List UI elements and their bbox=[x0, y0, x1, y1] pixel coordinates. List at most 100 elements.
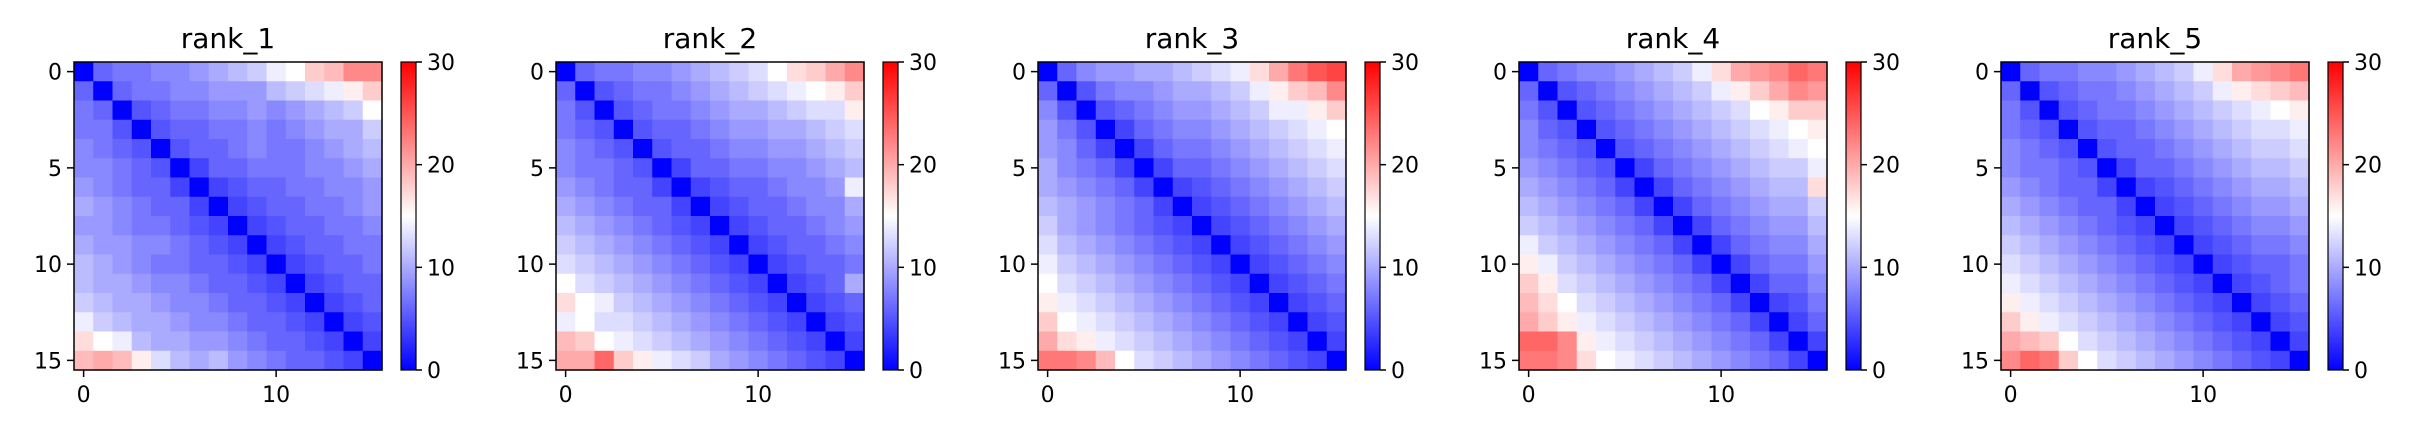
heatmap-cell bbox=[1769, 139, 1790, 159]
heatmap-cell bbox=[825, 158, 846, 179]
heatmap-cell bbox=[825, 293, 846, 313]
heatmap-cell bbox=[1057, 62, 1078, 82]
heatmap-cell bbox=[1538, 350, 1559, 371]
heatmap-cell bbox=[2289, 62, 2310, 82]
heatmap-cell bbox=[2193, 158, 2214, 179]
heatmap-cell bbox=[2212, 196, 2233, 217]
heatmap-cell bbox=[594, 81, 615, 102]
heatmap-cell bbox=[1750, 273, 1770, 294]
heatmap-cell bbox=[1076, 216, 1097, 236]
heatmap-cell bbox=[2135, 312, 2156, 333]
heatmap-cell bbox=[594, 177, 615, 198]
heatmap-cell bbox=[787, 254, 807, 275]
heatmap-cell bbox=[170, 196, 191, 217]
heatmap-cell bbox=[1249, 177, 1270, 198]
heatmap-cell bbox=[2001, 331, 2021, 352]
heatmap-cell bbox=[1615, 235, 1636, 256]
heatmap-cell bbox=[266, 62, 287, 82]
heatmap-cell bbox=[2232, 312, 2252, 333]
heatmap-cell bbox=[1172, 177, 1193, 198]
heatmap-cell bbox=[1538, 273, 1559, 294]
heatmap-cell bbox=[1673, 177, 1693, 198]
heatmap-cell bbox=[2289, 139, 2310, 159]
heatmap-cell bbox=[1115, 254, 1135, 275]
heatmap-cell bbox=[671, 100, 692, 121]
heatmap-cell bbox=[825, 177, 846, 198]
colorbar-tick-label: 30 bbox=[1872, 51, 1900, 76]
heatmap-cell bbox=[131, 312, 152, 333]
heatmap-cell bbox=[1307, 196, 1328, 217]
heatmap-cell bbox=[748, 62, 769, 82]
heatmap-cell bbox=[2001, 62, 2021, 82]
panel-rank_3: rank_3 0 5 10 15 0 10 0 10 20 30 bbox=[998, 22, 1419, 408]
heatmap-cell bbox=[844, 254, 865, 275]
heatmap-cell bbox=[1750, 235, 1770, 256]
heatmap-cell bbox=[2020, 196, 2041, 217]
heatmap-cell bbox=[2078, 81, 2098, 102]
heatmap-cell bbox=[266, 312, 287, 333]
heatmap-cell bbox=[343, 273, 364, 294]
heatmap-cell bbox=[748, 158, 769, 179]
heatmap-cell bbox=[2116, 119, 2137, 140]
heatmap-cell bbox=[247, 62, 268, 82]
heatmap-cell bbox=[2289, 100, 2310, 121]
heatmap-cell bbox=[1269, 216, 1289, 236]
heatmap-cell bbox=[2155, 293, 2175, 313]
heatmap-cell bbox=[633, 119, 653, 140]
heatmap-cell bbox=[324, 158, 345, 179]
heatmap-cell bbox=[825, 331, 846, 352]
heatmap-cell bbox=[1769, 158, 1790, 179]
heatmap-cell bbox=[2039, 196, 2060, 217]
heatmap-cell bbox=[1095, 273, 1116, 294]
heatmap-cell bbox=[1307, 100, 1328, 121]
heatmap-cell bbox=[1153, 254, 1174, 275]
heatmap-cell bbox=[2135, 100, 2156, 121]
x-tick-label: 0 bbox=[2004, 383, 2018, 408]
heatmap-cell bbox=[324, 216, 345, 236]
heatmap-cell bbox=[1653, 350, 1674, 371]
heatmap-cell bbox=[1788, 235, 1809, 256]
heatmap-cell bbox=[1076, 81, 1097, 102]
heatmap-cell bbox=[1288, 62, 1309, 82]
heatmap-cell bbox=[690, 177, 711, 198]
heatmap-cell bbox=[2039, 158, 2060, 179]
heatmap-cell bbox=[1576, 100, 1597, 121]
heatmap-cell bbox=[729, 139, 750, 159]
heatmap-cell bbox=[1615, 196, 1636, 217]
heatmap-cell bbox=[2232, 331, 2252, 352]
heatmap-cell bbox=[1115, 177, 1135, 198]
heatmap-cell bbox=[1153, 331, 1174, 352]
y-tick-label: 15 bbox=[516, 349, 544, 374]
heatmap-cell bbox=[266, 81, 287, 102]
heatmap-cell bbox=[208, 139, 229, 159]
heatmap-cell bbox=[1557, 331, 1578, 352]
heatmap-cell bbox=[170, 158, 191, 179]
heatmap-cell bbox=[362, 350, 383, 371]
heatmap-cell bbox=[1576, 331, 1597, 352]
heatmap-cell bbox=[1807, 254, 1828, 275]
heatmap-cell bbox=[556, 139, 576, 159]
heatmap-cell bbox=[1038, 100, 1058, 121]
heatmap-cell bbox=[362, 273, 383, 294]
heatmap-cell bbox=[1692, 196, 1713, 217]
heatmap-cell bbox=[2020, 158, 2041, 179]
heatmap-cell bbox=[652, 312, 673, 333]
heatmap-cell bbox=[806, 312, 827, 333]
heatmap-cell bbox=[362, 177, 383, 198]
heatmap-cell bbox=[247, 177, 268, 198]
heatmap-cell bbox=[1269, 158, 1289, 179]
heatmap-cell bbox=[1750, 196, 1770, 217]
heatmap-cell bbox=[1230, 119, 1251, 140]
heatmap-cell bbox=[208, 293, 229, 313]
heatmap-cell bbox=[208, 158, 229, 179]
heatmap-cell bbox=[575, 235, 596, 256]
heatmap-cell bbox=[266, 273, 287, 294]
heatmap-cell bbox=[1596, 100, 1616, 121]
heatmap-cell bbox=[2135, 81, 2156, 102]
heatmap-cell bbox=[710, 100, 730, 121]
heatmap-cell bbox=[1249, 293, 1270, 313]
heatmap-cell bbox=[613, 273, 634, 294]
colorbar-tick-label: 20 bbox=[909, 154, 937, 179]
heatmap-cell bbox=[93, 216, 114, 236]
heatmap-cell bbox=[2058, 177, 2079, 198]
